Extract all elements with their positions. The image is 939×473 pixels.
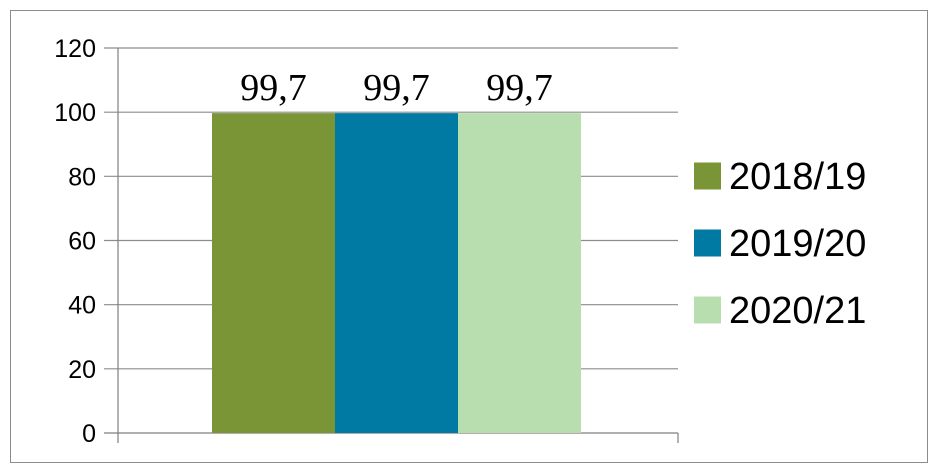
data-label: 99,7 [486,67,553,109]
y-tick-label: 80 [68,163,96,191]
legend-label: 2020/21 [729,290,866,332]
bar-2020-21 [458,113,581,434]
y-tick-label: 60 [68,228,96,256]
legend-label: 2019/20 [729,223,866,265]
legend-swatch [694,162,721,190]
y-tick-label: 40 [68,292,96,320]
legend-swatch [694,229,721,257]
legend-label: 2018/19 [729,156,866,198]
data-label: 99,7 [240,67,307,109]
legend-swatch [694,296,721,324]
y-tick-label: 100 [54,99,96,127]
y-tick-label: 0 [82,420,96,448]
bar-2018-19 [212,113,335,434]
data-label: 99,7 [363,67,430,109]
y-tick-label: 20 [68,356,96,384]
y-tick-label: 120 [54,35,96,63]
bar-2019-20 [335,113,458,434]
